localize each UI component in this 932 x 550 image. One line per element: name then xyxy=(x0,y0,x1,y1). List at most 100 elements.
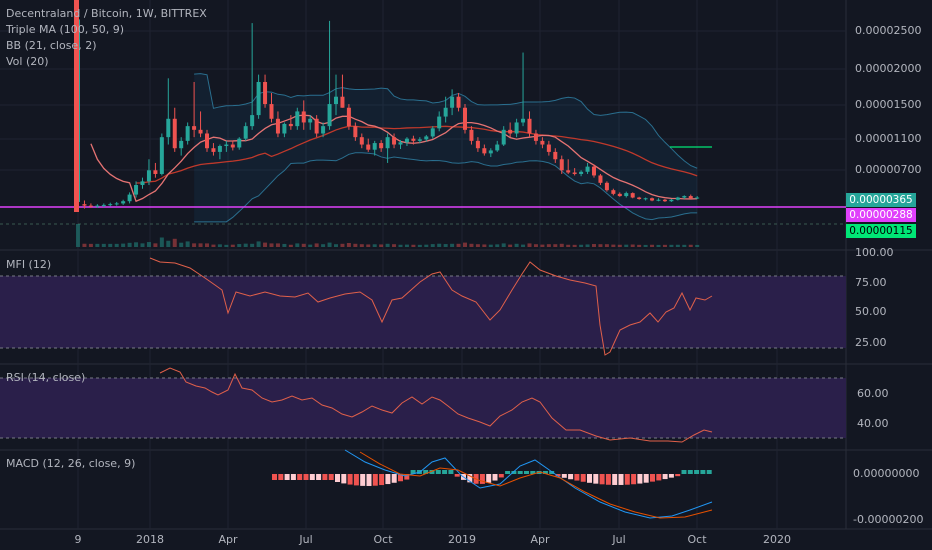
volume-bar-42 xyxy=(346,243,351,247)
volume-bar-85 xyxy=(624,244,629,247)
legend-vol[interactable]: Vol (20) xyxy=(6,55,49,68)
volume-bar-75 xyxy=(559,243,564,247)
volume-bar-67 xyxy=(508,244,513,247)
candle-body-33 xyxy=(288,123,293,127)
macd-bar-14 xyxy=(360,474,366,486)
candle-body-5 xyxy=(108,204,113,206)
volume-bar-45 xyxy=(366,244,371,247)
volume-bar-4 xyxy=(101,243,106,247)
candle-body-47 xyxy=(379,143,384,149)
macd-bar-44 xyxy=(549,471,555,474)
candle-body-20 xyxy=(205,133,209,149)
candle-body-26 xyxy=(243,126,248,139)
candle-body-11 xyxy=(146,170,151,182)
candle-body-45 xyxy=(366,144,371,150)
macd-bar-37 xyxy=(505,471,511,474)
macd-bar-19 xyxy=(391,474,397,483)
macd-bar-33 xyxy=(479,474,485,484)
candle-body-51 xyxy=(404,138,409,143)
candle-body-76 xyxy=(566,170,571,173)
time-tick-7: Jul xyxy=(612,533,626,546)
mfi-label[interactable]: MFI (12) xyxy=(6,258,52,271)
volume-bar-70 xyxy=(527,243,532,247)
candle-body-77 xyxy=(572,172,577,174)
macd-bar-45 xyxy=(555,474,561,477)
volume-bar-81 xyxy=(598,244,603,247)
candle-body-16 xyxy=(179,140,184,149)
macd-bar-11 xyxy=(341,474,347,484)
price-tick-3: 0.00001100 xyxy=(855,132,922,145)
candle-body-54 xyxy=(424,136,429,140)
candle-body-3 xyxy=(95,205,100,207)
time-tick-1: 2018 xyxy=(136,533,164,546)
volume-bar-22 xyxy=(217,244,222,247)
macd-bar-9 xyxy=(328,474,334,480)
macd-bar-13 xyxy=(353,474,359,486)
volume-bar-94 xyxy=(682,244,687,247)
macd-bar-63 xyxy=(668,474,674,478)
time-tick-6: Apr xyxy=(530,533,550,546)
candle-body-90 xyxy=(656,199,661,201)
candle-body-61 xyxy=(469,129,474,141)
macd-bar-55 xyxy=(618,474,624,485)
volume-bar-79 xyxy=(585,244,590,247)
candle-body-58 xyxy=(450,96,455,108)
macd-bar-17 xyxy=(379,474,385,486)
volume-bar-24 xyxy=(230,244,235,247)
macd-bar-16 xyxy=(372,474,378,486)
macd-bar-26 xyxy=(435,470,441,474)
candle-body-15 xyxy=(172,118,177,149)
volume-bar-74 xyxy=(553,244,558,247)
candle-body-67 xyxy=(508,129,513,134)
legend-bb[interactable]: BB (21, close, 2) xyxy=(6,39,97,52)
volume-bars xyxy=(76,224,700,247)
price-tick-2: 0.00001500 xyxy=(855,98,922,111)
candle-body-84 xyxy=(617,193,622,197)
time-tick-5: 2019 xyxy=(448,533,476,546)
macd-bar-59 xyxy=(643,474,649,483)
volume-bar-78 xyxy=(579,244,584,247)
time-tick-8: Oct xyxy=(687,533,707,546)
candle-body-74 xyxy=(553,151,558,160)
volume-bar-36 xyxy=(308,244,313,247)
candle-body-29 xyxy=(263,81,268,105)
volume-bar-77 xyxy=(572,244,577,247)
legend-ma[interactable]: Triple MA (100, 50, 9) xyxy=(6,23,125,36)
macd-bar-25 xyxy=(429,470,435,474)
candle-body-8 xyxy=(127,194,132,202)
volume-bar-33 xyxy=(288,244,293,247)
volume-bar-13 xyxy=(159,237,164,247)
volume-bar-34 xyxy=(295,243,300,247)
volume-bar-48 xyxy=(385,243,390,247)
volume-bar-72 xyxy=(540,244,545,247)
volume-bar-56 xyxy=(437,243,442,247)
candle-body-6 xyxy=(114,203,119,205)
candle-body-64 xyxy=(488,150,493,154)
volume-bar-20 xyxy=(205,243,209,247)
volume-bar-90 xyxy=(656,244,661,247)
volume-bar-47 xyxy=(379,244,384,247)
candle-body-93 xyxy=(675,197,680,200)
rsi-label[interactable]: RSI (14, close) xyxy=(6,371,86,384)
macd-bar-22 xyxy=(410,470,416,474)
macd-bar-28 xyxy=(448,470,454,474)
candle-body-9 xyxy=(134,185,139,195)
macd-bar-2 xyxy=(284,474,290,480)
time-tick-0: 9 xyxy=(74,533,82,546)
candle-body-49 xyxy=(392,137,397,145)
macd-histogram xyxy=(272,470,712,486)
macd-label[interactable]: MACD (12, 26, close, 9) xyxy=(6,457,136,470)
rsi-line xyxy=(159,367,713,443)
time-tick-2: Apr xyxy=(218,533,238,546)
macd-bar-21 xyxy=(404,474,410,480)
candle-body-37 xyxy=(314,118,319,134)
candle-body-52 xyxy=(411,138,416,141)
candle-body-80 xyxy=(592,166,596,176)
volume-bar-6 xyxy=(114,243,119,247)
candle-body-88 xyxy=(643,198,648,200)
volume-bar-18 xyxy=(192,243,197,247)
volume-bar-29 xyxy=(263,242,268,247)
volume-bar-32 xyxy=(282,243,287,247)
macd-bar-62 xyxy=(662,474,668,480)
